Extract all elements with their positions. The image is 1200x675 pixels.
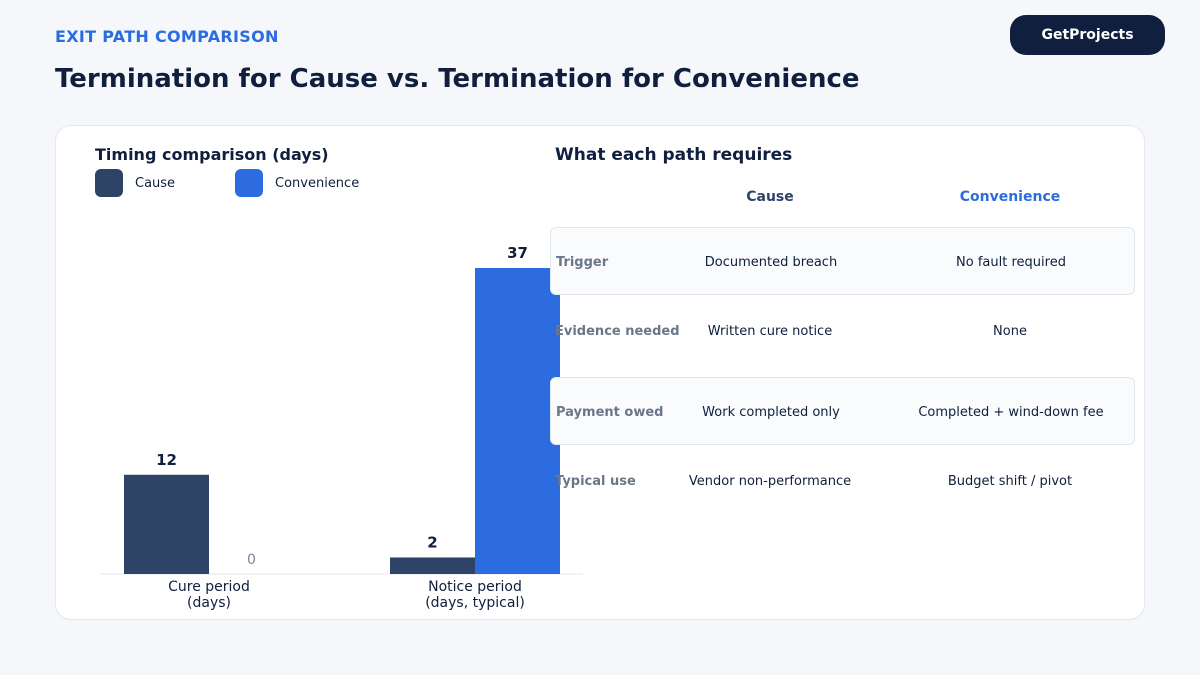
- content-card: [55, 125, 1145, 620]
- convenience-cell: No fault required: [956, 254, 1066, 270]
- bar-chart: 12 0 Cure period(days) 2 37 Notice period(day…: [101, 244, 583, 611]
- legend-label-cause: Cause: [135, 175, 176, 191]
- category-label: (days): [187, 595, 231, 611]
- row-label: Payment owed: [556, 404, 664, 420]
- legend-item-convenience: Convenience: [235, 169, 359, 197]
- row-label: Trigger: [556, 254, 609, 270]
- cause-cell: Work completed only: [702, 404, 840, 420]
- table-title: What each path requires: [555, 145, 793, 165]
- row-label: Typical use: [555, 473, 636, 489]
- column-header-cause: Cause: [746, 189, 794, 205]
- cause-cell: Vendor non-performance: [688, 473, 852, 489]
- category-label: (days, typical): [425, 595, 525, 611]
- section-eyebrow: EXIT PATH COMPARISON: [55, 27, 279, 46]
- cause-cell: Documented breach: [704, 254, 838, 270]
- chart-title: Timing comparison (days): [95, 145, 329, 164]
- category-label: Notice period: [428, 579, 522, 595]
- category-label: Cure period: [168, 579, 250, 595]
- page-title: Termination for Cause vs. Termination fo…: [55, 64, 860, 94]
- bar-cause: [390, 557, 475, 574]
- cause-cell: Written cure notice: [707, 323, 833, 339]
- legend-swatch-cause: [95, 169, 123, 197]
- table-row: Typical use Vendor non-performance Budge…: [550, 447, 1135, 515]
- data-label-cause: 12: [156, 451, 177, 469]
- row-label: Evidence needed: [555, 323, 680, 339]
- convenience-cell: Budget shift / pivot: [947, 473, 1073, 489]
- column-header-convenience: Convenience: [959, 189, 1061, 205]
- table-row: Payment owed Work completed only Complet…: [550, 377, 1135, 445]
- bar-cause: [124, 474, 209, 574]
- table-row: Trigger Documented breach No fault requi…: [550, 227, 1135, 295]
- table-row: Evidence needed Written cure notice None: [550, 297, 1135, 365]
- convenience-cell: Completed + wind-down fee: [918, 404, 1104, 420]
- bar-convenience: [475, 268, 560, 574]
- data-label-cause: 2: [427, 533, 437, 551]
- legend-swatch-convenience: [235, 169, 263, 197]
- data-label-convenience: 37: [507, 244, 528, 262]
- data-label-convenience: 0: [247, 552, 256, 568]
- legend-label-convenience: Convenience: [275, 175, 360, 191]
- legend-item-cause: Cause: [95, 169, 175, 197]
- convenience-cell: None: [993, 323, 1027, 339]
- brand-logo[interactable]: GetProjects: [1010, 15, 1165, 55]
